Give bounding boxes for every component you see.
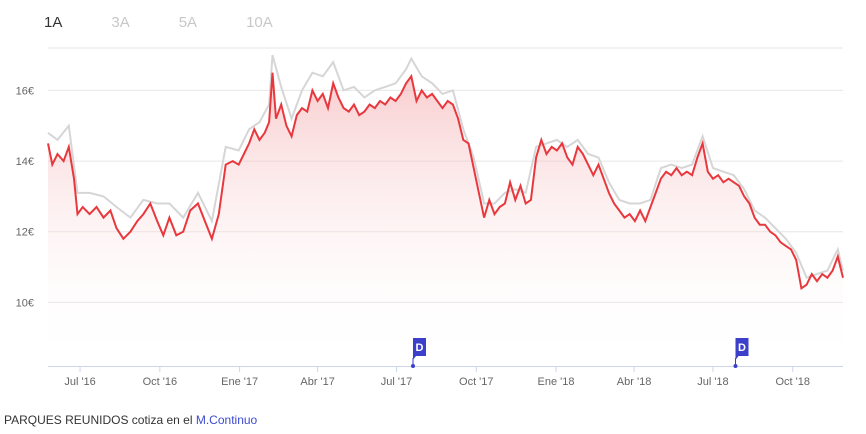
range-tabs: 1A 3A 5A 10A bbox=[44, 14, 322, 31]
market-link[interactable]: M.Continuo bbox=[195, 413, 258, 427]
range-tab-5a[interactable]: 5A bbox=[178, 14, 198, 31]
marker-flag bbox=[412, 338, 426, 366]
x-tick-label: Jul '16 bbox=[64, 376, 95, 388]
dividend-marker[interactable]: D bbox=[733, 338, 749, 368]
marker-label: D bbox=[416, 342, 424, 354]
x-tick-label: Oct '17 bbox=[459, 376, 494, 388]
marker-label: D bbox=[738, 342, 746, 354]
series bbox=[47, 54, 844, 366]
market-note: PARQUES REUNIDOS cotiza en el M.Continuo bbox=[4, 413, 257, 427]
x-tick-label: Jul '18 bbox=[697, 376, 728, 388]
range-tab-3a[interactable]: 3A bbox=[111, 14, 130, 31]
range-tab-1a[interactable]: 1A bbox=[44, 14, 63, 31]
x-tick-label: Oct '16 bbox=[143, 376, 178, 388]
y-tick-label: 14€ bbox=[16, 156, 34, 168]
y-axis-labels: 10€ 12€ 14€ 16€ bbox=[16, 85, 34, 309]
marker-flag bbox=[735, 338, 749, 366]
x-tick-label: Ene '17 bbox=[221, 376, 258, 388]
x-axis: Jul '16 Oct '16 Ene '17 Abr '17 Jul '17 Oct '… bbox=[48, 366, 843, 388]
y-tick-label: 16€ bbox=[16, 85, 34, 97]
range-tab-10a[interactable]: 10A bbox=[246, 14, 273, 31]
x-tick-label: Abr '18 bbox=[617, 376, 652, 388]
y-tick-label: 12€ bbox=[16, 227, 34, 239]
marker-dot bbox=[410, 364, 415, 368]
market-note-text: PARQUES REUNIDOS cotiza en el bbox=[4, 413, 196, 427]
price-line bbox=[47, 72, 844, 291]
x-tick-label: Ene '18 bbox=[538, 376, 575, 388]
marker-dot bbox=[733, 364, 738, 368]
y-tick-label: 10€ bbox=[16, 297, 34, 309]
price-chart[interactable]: 10€ 12€ 14€ 16€ Jul '16 Oct '16 Ene '17 Abr '1… bbox=[0, 0, 866, 400]
x-tick-label: Oct '18 bbox=[775, 376, 810, 388]
x-tick-label: Abr '17 bbox=[300, 376, 335, 388]
comparison-line bbox=[47, 54, 844, 279]
price-area bbox=[48, 72, 843, 366]
dividend-marker[interactable]: D bbox=[410, 338, 426, 368]
x-tick-label: Jul '17 bbox=[381, 376, 412, 388]
